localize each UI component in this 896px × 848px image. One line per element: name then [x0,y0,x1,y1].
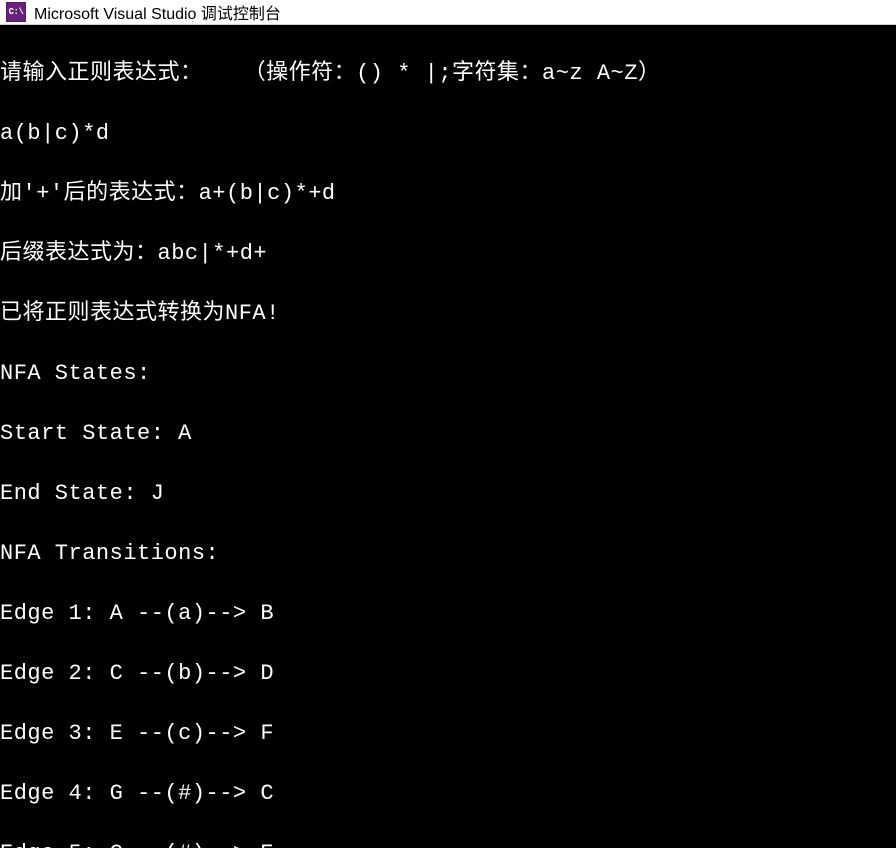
console-line: a(b|c)*d [0,119,896,149]
console-line: End State: J [0,479,896,509]
console-line: Edge 3: E --(c)--> F [0,719,896,749]
app-icon: C:\ [6,2,26,22]
debug-console-window: C:\ Microsoft Visual Studio 调试控制台 请输入正则表… [0,0,896,848]
console-line: NFA States: [0,359,896,389]
console-line: Edge 5: G --(#)--> E [0,839,896,848]
titlebar[interactable]: C:\ Microsoft Visual Studio 调试控制台 [0,0,896,25]
console-output[interactable]: 请输入正则表达式： （操作符：() * |;字符集：a~z A~Z） a(b|c… [0,25,896,848]
console-line: Start State: A [0,419,896,449]
console-line: Edge 1: A --(a)--> B [0,599,896,629]
console-line: NFA Transitions: [0,539,896,569]
window-title: Microsoft Visual Studio 调试控制台 [34,0,281,24]
console-line: 已将正则表达式转换为NFA! [0,299,896,329]
console-line: Edge 4: G --(#)--> C [0,779,896,809]
console-line: Edge 2: C --(b)--> D [0,659,896,689]
app-icon-label: C:\ [9,7,24,17]
console-line: 加'+'后的表达式：a+(b|c)*+d [0,179,896,209]
console-line: 后缀表达式为：abc|*+d+ [0,239,896,269]
console-line: 请输入正则表达式： （操作符：() * |;字符集：a~z A~Z） [0,59,896,89]
